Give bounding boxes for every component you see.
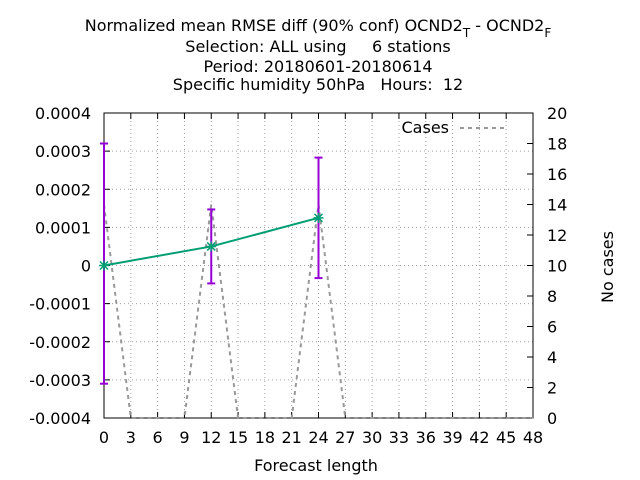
x-tick-label: 21: [282, 428, 302, 447]
y-left-tick-label: -0.0002: [29, 333, 91, 352]
y-left-tick-label: 0.0004: [35, 104, 91, 123]
x-axis-label: Forecast length: [254, 456, 378, 475]
y-right-tick-label: 0: [547, 409, 557, 428]
chart-title: Normalized mean RMSE diff (90% conf) OCN…: [85, 16, 552, 94]
y-right-tick-label: 2: [547, 379, 557, 398]
y-left-tick-label: -0.0004: [29, 409, 91, 428]
y-left-tick-label: 0: [81, 257, 91, 276]
y-right-tick-label: 4: [547, 348, 557, 367]
y-left-tick-label: 0.0002: [35, 180, 91, 199]
title-line-2: Selection: ALL using 6 stations: [185, 37, 450, 56]
title-line-3: Period: 20180601-20180614: [203, 57, 432, 76]
data-point: [313, 212, 324, 223]
y-right-tick-label: 20: [547, 104, 567, 123]
x-tick-label: 42: [469, 428, 489, 447]
x-tick-label: 12: [201, 428, 221, 447]
x-tick-label: 48: [523, 428, 543, 447]
title-line-1-main: Normalized mean RMSE diff (90% conf) OCN…: [85, 16, 463, 35]
y-right-tick-label: 12: [547, 226, 567, 245]
x-tick-label: 6: [153, 428, 163, 447]
x-tick-label: 18: [255, 428, 275, 447]
x-tick-label: 0: [99, 428, 109, 447]
plot-area: 0 3 6 9 12 15 18 21 24 27 30 33 36 39 42 45 48-0.0004-0.…: [29, 104, 567, 447]
x-tick-label: 45: [496, 428, 516, 447]
title-line-4: Specific humidity 50hPa Hours: 12: [173, 75, 463, 94]
legend-label-cases: Cases: [402, 118, 450, 137]
y-right-tick-label: 6: [547, 318, 557, 337]
y-right-tick-label: 8: [547, 287, 557, 306]
x-tick-label: 27: [335, 428, 355, 447]
x-tick-label: 36: [416, 428, 436, 447]
series-cases-line: [103, 204, 533, 419]
title-line-1: Normalized mean RMSE diff (90% conf) OCN…: [85, 16, 552, 40]
title-line-1-mid: - OCND2: [470, 16, 544, 35]
y-left-tick-label: 0.0003: [35, 142, 91, 161]
legend: Cases: [402, 118, 506, 137]
x-tick-label: 33: [389, 428, 409, 447]
x-tick-label: 39: [442, 428, 462, 447]
x-tick-label: 9: [179, 428, 189, 447]
y-left-tick-label: -0.0003: [29, 371, 91, 390]
x-tick-label: 30: [362, 428, 382, 447]
y-right-tick-label: 16: [547, 165, 567, 184]
y-right-tick-label: 10: [547, 257, 567, 276]
title-line-1-sub-t: T: [462, 26, 471, 40]
title-line-1-sub-f: F: [544, 26, 551, 40]
y-left-tick-label: 0.0001: [35, 218, 91, 237]
y-right-tick-label: 14: [547, 196, 567, 215]
y-left-tick-label: -0.0001: [29, 295, 91, 314]
x-tick-label: 15: [228, 428, 248, 447]
x-tick-label: 3: [126, 428, 136, 447]
right-axis-label: No cases: [598, 231, 617, 303]
y-right-tick-label: 18: [547, 135, 567, 154]
data-point: [206, 241, 217, 252]
x-tick-label: 24: [308, 428, 328, 447]
data-point: [99, 260, 109, 271]
